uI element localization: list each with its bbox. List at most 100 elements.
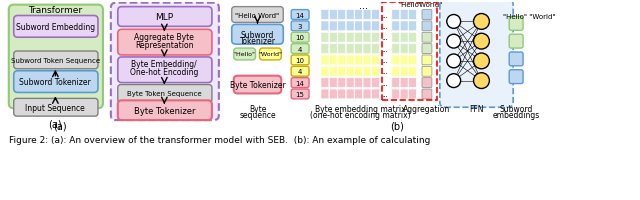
FancyBboxPatch shape <box>371 44 380 54</box>
FancyBboxPatch shape <box>338 33 346 43</box>
FancyBboxPatch shape <box>338 56 346 66</box>
Circle shape <box>474 14 490 30</box>
FancyBboxPatch shape <box>371 56 380 66</box>
Text: ...: ... <box>381 12 388 18</box>
Text: "World": "World" <box>259 52 282 57</box>
Circle shape <box>447 35 461 49</box>
FancyBboxPatch shape <box>232 8 284 23</box>
Text: Byte embedding matrix: Byte embedding matrix <box>316 104 406 113</box>
Text: ...: ... <box>381 69 388 75</box>
Text: 14: 14 <box>296 80 305 86</box>
FancyBboxPatch shape <box>330 11 337 20</box>
Text: 3: 3 <box>298 24 302 30</box>
FancyBboxPatch shape <box>330 78 337 88</box>
FancyBboxPatch shape <box>371 67 380 77</box>
FancyBboxPatch shape <box>363 44 371 54</box>
Text: sequence: sequence <box>239 110 276 119</box>
Text: "Hello Word": "Hello Word" <box>236 12 280 18</box>
FancyBboxPatch shape <box>338 44 346 54</box>
FancyBboxPatch shape <box>355 90 362 99</box>
Text: Byte: Byte <box>249 104 266 113</box>
Text: embeddings: embeddings <box>493 110 540 119</box>
Text: 4: 4 <box>298 46 302 52</box>
FancyBboxPatch shape <box>400 22 408 32</box>
FancyBboxPatch shape <box>259 49 282 61</box>
FancyBboxPatch shape <box>321 44 329 54</box>
Text: 14: 14 <box>296 12 305 18</box>
FancyBboxPatch shape <box>363 33 371 43</box>
FancyBboxPatch shape <box>371 33 380 43</box>
Text: Byte Token Sequence: Byte Token Sequence <box>127 91 202 97</box>
FancyBboxPatch shape <box>346 56 354 66</box>
Text: (a): (a) <box>54 120 67 130</box>
FancyBboxPatch shape <box>291 11 309 20</box>
Text: Aggregation: Aggregation <box>403 104 451 113</box>
FancyBboxPatch shape <box>13 99 98 117</box>
Text: (a): (a) <box>49 118 62 128</box>
FancyBboxPatch shape <box>234 76 282 94</box>
Text: Subword Tokenizer: Subword Tokenizer <box>19 78 92 87</box>
FancyBboxPatch shape <box>392 33 400 43</box>
Text: Byte Tokenizer: Byte Tokenizer <box>134 106 195 115</box>
Text: Subword: Subword <box>499 104 533 113</box>
FancyBboxPatch shape <box>371 90 380 99</box>
FancyBboxPatch shape <box>400 11 408 20</box>
FancyBboxPatch shape <box>321 11 329 20</box>
Circle shape <box>474 73 490 89</box>
FancyBboxPatch shape <box>291 67 309 77</box>
Text: ...: ... <box>381 91 388 97</box>
FancyBboxPatch shape <box>291 44 309 54</box>
FancyBboxPatch shape <box>422 11 432 20</box>
FancyBboxPatch shape <box>346 22 354 32</box>
FancyBboxPatch shape <box>363 67 371 77</box>
FancyBboxPatch shape <box>118 101 212 120</box>
FancyBboxPatch shape <box>392 90 400 99</box>
Text: ...: ... <box>381 58 388 64</box>
Text: Byte Embedding/: Byte Embedding/ <box>131 60 197 69</box>
FancyBboxPatch shape <box>321 78 329 88</box>
Text: "Hello": "Hello" <box>234 52 255 57</box>
Text: Transformer: Transformer <box>28 6 83 15</box>
FancyBboxPatch shape <box>408 11 417 20</box>
FancyBboxPatch shape <box>440 1 513 108</box>
FancyBboxPatch shape <box>330 22 337 32</box>
FancyBboxPatch shape <box>400 56 408 66</box>
Text: Byte Tokenizer: Byte Tokenizer <box>230 81 285 90</box>
FancyBboxPatch shape <box>408 56 417 66</box>
FancyBboxPatch shape <box>363 22 371 32</box>
FancyBboxPatch shape <box>355 56 362 66</box>
FancyBboxPatch shape <box>392 56 400 66</box>
FancyBboxPatch shape <box>338 67 346 77</box>
Text: 10: 10 <box>296 35 305 41</box>
FancyBboxPatch shape <box>422 33 432 43</box>
Text: ...: ... <box>381 24 388 30</box>
FancyBboxPatch shape <box>291 33 309 43</box>
Text: "Hello" "World": "Hello" "World" <box>503 14 556 20</box>
FancyBboxPatch shape <box>355 67 362 77</box>
FancyBboxPatch shape <box>346 78 354 88</box>
Text: Figure 2: (a): An overview of the transformer model with SEB.  (b): An example o: Figure 2: (a): An overview of the transf… <box>9 135 430 144</box>
Text: Subword: Subword <box>241 31 274 40</box>
FancyBboxPatch shape <box>291 78 309 88</box>
Circle shape <box>474 34 490 50</box>
FancyBboxPatch shape <box>392 78 400 88</box>
FancyBboxPatch shape <box>371 22 380 32</box>
Text: Aggregate Byte: Aggregate Byte <box>134 33 195 42</box>
FancyBboxPatch shape <box>392 44 400 54</box>
FancyBboxPatch shape <box>371 78 380 88</box>
Text: Tokenizer: Tokenizer <box>239 36 275 45</box>
FancyBboxPatch shape <box>118 85 212 103</box>
Text: (b): (b) <box>390 120 404 130</box>
FancyBboxPatch shape <box>291 22 309 32</box>
FancyBboxPatch shape <box>400 90 408 99</box>
FancyBboxPatch shape <box>355 11 362 20</box>
FancyBboxPatch shape <box>400 67 408 77</box>
FancyBboxPatch shape <box>392 11 400 20</box>
FancyBboxPatch shape <box>422 90 432 99</box>
FancyBboxPatch shape <box>422 22 432 32</box>
Text: ...: ... <box>381 46 388 52</box>
FancyBboxPatch shape <box>400 44 408 54</box>
FancyBboxPatch shape <box>111 4 219 120</box>
Text: Input Sequence: Input Sequence <box>26 103 85 112</box>
FancyBboxPatch shape <box>338 11 346 20</box>
